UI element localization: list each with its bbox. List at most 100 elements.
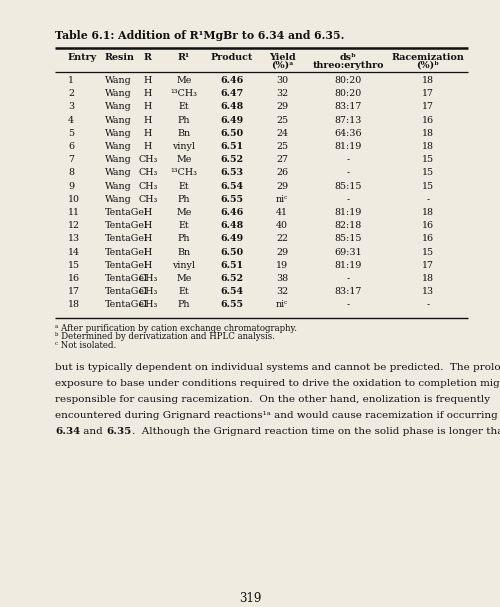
Text: -: -: [426, 300, 430, 310]
Text: Ph: Ph: [178, 195, 190, 204]
Text: 6.46: 6.46: [220, 76, 244, 85]
Text: 8: 8: [68, 168, 74, 177]
Text: (%)ᵇ: (%)ᵇ: [416, 61, 440, 70]
Text: Me: Me: [176, 274, 192, 283]
Text: Entry: Entry: [68, 53, 97, 62]
Text: vinyl: vinyl: [172, 261, 196, 270]
Text: 40: 40: [276, 221, 288, 230]
Text: TentaGel: TentaGel: [105, 208, 148, 217]
Text: CH₃: CH₃: [138, 287, 158, 296]
Text: -: -: [346, 274, 350, 283]
Text: Racemization: Racemization: [392, 53, 464, 62]
Text: 6.52: 6.52: [220, 155, 244, 164]
Text: encountered during Grignard reactions¹ᵃ and would cause racemization if occurrin: encountered during Grignard reactions¹ᵃ …: [55, 411, 500, 420]
Text: 6.55: 6.55: [220, 195, 244, 204]
Text: 15: 15: [422, 248, 434, 257]
Text: TentaGel: TentaGel: [105, 248, 148, 257]
Text: 2: 2: [68, 89, 74, 98]
Text: 6.54: 6.54: [220, 181, 244, 191]
Text: 81:19: 81:19: [334, 261, 361, 270]
Text: 16: 16: [422, 115, 434, 124]
Text: 38: 38: [276, 274, 288, 283]
Text: H: H: [144, 142, 152, 151]
Text: CH₃: CH₃: [138, 181, 158, 191]
Text: 15: 15: [68, 261, 80, 270]
Text: 4: 4: [68, 115, 74, 124]
Text: 25: 25: [276, 142, 288, 151]
Text: -: -: [346, 168, 350, 177]
Text: Wang: Wang: [105, 181, 132, 191]
Text: 82:18: 82:18: [334, 221, 361, 230]
Text: 6.51: 6.51: [220, 142, 244, 151]
Text: 32: 32: [276, 89, 288, 98]
Text: 15: 15: [422, 168, 434, 177]
Text: ¹³CH₃: ¹³CH₃: [170, 168, 198, 177]
Text: 6.50: 6.50: [220, 248, 244, 257]
Text: Ph: Ph: [178, 115, 190, 124]
Text: 16: 16: [422, 234, 434, 243]
Text: 7: 7: [68, 155, 74, 164]
Text: 15: 15: [422, 181, 434, 191]
Text: -: -: [346, 300, 350, 310]
Text: but is typically dependent on individual systems and cannot be predicted.  The p: but is typically dependent on individual…: [55, 363, 500, 372]
Text: 18: 18: [68, 300, 80, 310]
Text: Wang: Wang: [105, 89, 132, 98]
Text: 6.48: 6.48: [220, 103, 244, 112]
Text: 81:19: 81:19: [334, 208, 361, 217]
Text: -: -: [426, 195, 430, 204]
Text: TentaGel: TentaGel: [105, 234, 148, 243]
Text: Wang: Wang: [105, 142, 132, 151]
Text: Resin: Resin: [105, 53, 135, 62]
Text: TentaGel: TentaGel: [105, 287, 148, 296]
Text: Et: Et: [178, 103, 190, 112]
Text: 15: 15: [422, 155, 434, 164]
Text: Wang: Wang: [105, 103, 132, 112]
Text: CH₃: CH₃: [138, 300, 158, 310]
Text: Wang: Wang: [105, 155, 132, 164]
Text: Et: Et: [178, 221, 190, 230]
Text: responsible for causing racemization.  On the other hand, enolization is frequen: responsible for causing racemization. On…: [55, 395, 490, 404]
Text: H: H: [144, 129, 152, 138]
Text: H: H: [144, 221, 152, 230]
Text: 319: 319: [239, 592, 261, 605]
Text: 18: 18: [422, 208, 434, 217]
Text: R: R: [144, 53, 152, 62]
Text: 6.51: 6.51: [220, 261, 244, 270]
Text: H: H: [144, 234, 152, 243]
Text: 6.48: 6.48: [220, 221, 244, 230]
Text: 81:19: 81:19: [334, 142, 361, 151]
Text: 5: 5: [68, 129, 74, 138]
Text: H: H: [144, 248, 152, 257]
Text: 17: 17: [68, 287, 80, 296]
Text: CH₃: CH₃: [138, 168, 158, 177]
Text: Bn: Bn: [178, 248, 190, 257]
Text: Me: Me: [176, 155, 192, 164]
Text: 9: 9: [68, 181, 74, 191]
Text: 6.54: 6.54: [220, 287, 244, 296]
Text: H: H: [144, 103, 152, 112]
Text: 18: 18: [422, 142, 434, 151]
Text: exposure to base under conditions required to drive the oxidation to completion : exposure to base under conditions requir…: [55, 379, 500, 388]
Text: -: -: [346, 195, 350, 204]
Text: 17: 17: [422, 89, 434, 98]
Text: 69:31: 69:31: [334, 248, 362, 257]
Text: Ph: Ph: [178, 234, 190, 243]
Text: H: H: [144, 261, 152, 270]
Text: 18: 18: [422, 129, 434, 138]
Text: H: H: [144, 208, 152, 217]
Text: and: and: [80, 427, 106, 436]
Text: 26: 26: [276, 168, 288, 177]
Text: 6.50: 6.50: [220, 129, 244, 138]
Text: (%)ᵃ: (%)ᵃ: [271, 61, 293, 70]
Text: 6.49: 6.49: [220, 234, 244, 243]
Text: ᶜ Not isolated.: ᶜ Not isolated.: [55, 341, 116, 350]
Text: .  Although the Grignard reaction time on the solid phase is longer than in: . Although the Grignard reaction time on…: [132, 427, 500, 436]
Text: vinyl: vinyl: [172, 142, 196, 151]
Text: Me: Me: [176, 208, 192, 217]
Text: 87:13: 87:13: [334, 115, 361, 124]
Text: 6.53: 6.53: [220, 168, 244, 177]
Text: 83:17: 83:17: [334, 287, 361, 296]
Text: Wang: Wang: [105, 129, 132, 138]
Text: TentaGel: TentaGel: [105, 300, 148, 310]
Text: 16: 16: [422, 221, 434, 230]
